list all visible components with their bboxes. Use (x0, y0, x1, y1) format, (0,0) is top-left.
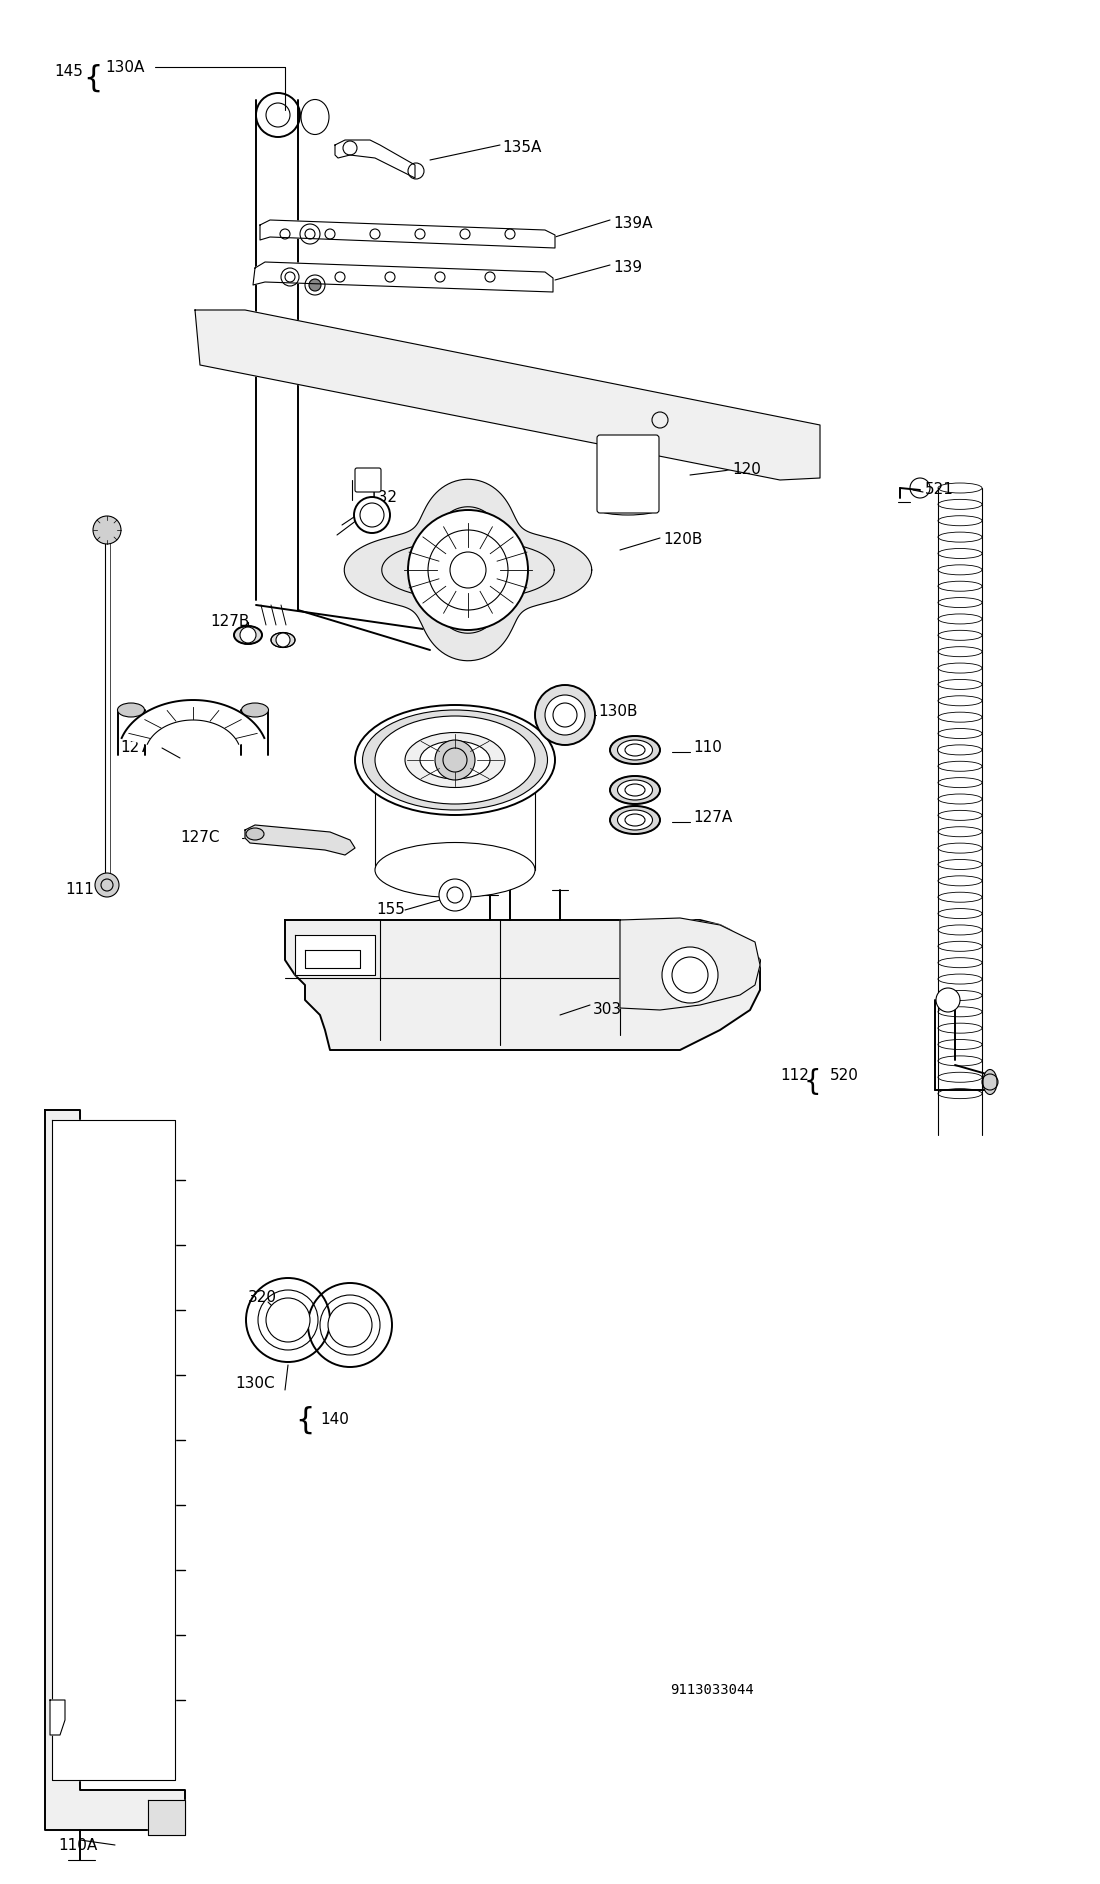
Text: 130A: 130A (104, 60, 144, 75)
Polygon shape (122, 701, 264, 744)
Ellipse shape (617, 780, 652, 801)
Text: 112: 112 (780, 1068, 808, 1083)
Text: 127A: 127A (693, 810, 733, 825)
Ellipse shape (271, 633, 295, 648)
Ellipse shape (375, 716, 535, 804)
Ellipse shape (420, 740, 490, 778)
Circle shape (309, 279, 321, 290)
Ellipse shape (355, 705, 556, 816)
Polygon shape (260, 220, 556, 249)
Circle shape (439, 880, 471, 912)
Circle shape (434, 740, 475, 780)
Ellipse shape (118, 703, 144, 718)
Text: 120B: 120B (663, 533, 703, 548)
Text: {: { (84, 64, 102, 92)
Ellipse shape (617, 810, 652, 831)
Circle shape (544, 695, 585, 735)
Text: 132: 132 (368, 490, 397, 505)
Text: 139: 139 (613, 260, 642, 275)
Polygon shape (295, 934, 375, 976)
Text: 111: 111 (65, 882, 94, 897)
Polygon shape (245, 825, 355, 855)
Polygon shape (620, 918, 760, 1010)
Text: 155: 155 (376, 902, 405, 918)
Text: 303: 303 (593, 1002, 623, 1017)
Text: 127: 127 (120, 740, 148, 755)
Circle shape (276, 633, 290, 646)
Ellipse shape (983, 1070, 997, 1095)
Ellipse shape (610, 806, 660, 835)
Text: 145: 145 (54, 64, 82, 79)
Circle shape (354, 497, 390, 533)
Polygon shape (50, 1699, 65, 1735)
Polygon shape (45, 1110, 185, 1829)
Ellipse shape (617, 740, 652, 759)
Circle shape (662, 948, 718, 1002)
Polygon shape (148, 1799, 185, 1835)
Polygon shape (336, 139, 415, 177)
Ellipse shape (375, 842, 535, 897)
Text: 130B: 130B (598, 705, 638, 720)
Text: 120: 120 (732, 462, 761, 477)
Ellipse shape (234, 625, 262, 644)
Polygon shape (253, 262, 553, 292)
Ellipse shape (363, 710, 548, 810)
Circle shape (240, 627, 256, 642)
Text: 130C: 130C (235, 1375, 275, 1390)
Text: 139A: 139A (613, 215, 652, 230)
Circle shape (408, 511, 528, 629)
Polygon shape (285, 919, 760, 1049)
Ellipse shape (610, 776, 660, 804)
Polygon shape (52, 1119, 175, 1780)
Text: {: { (803, 1068, 821, 1096)
Text: 140: 140 (320, 1413, 349, 1428)
Circle shape (328, 1304, 372, 1347)
Ellipse shape (246, 827, 264, 840)
Text: 521: 521 (925, 482, 954, 497)
Text: 110A: 110A (58, 1837, 97, 1852)
Circle shape (94, 516, 121, 544)
Text: 110: 110 (693, 740, 722, 755)
Text: {: { (295, 1405, 315, 1434)
Text: 9113033044: 9113033044 (670, 1682, 754, 1697)
Ellipse shape (610, 737, 660, 765)
Text: 135A: 135A (502, 141, 541, 156)
FancyBboxPatch shape (355, 467, 381, 492)
Polygon shape (305, 950, 360, 968)
Circle shape (936, 987, 960, 1012)
Polygon shape (195, 311, 820, 480)
FancyBboxPatch shape (597, 435, 659, 512)
Text: 127C: 127C (180, 831, 220, 846)
Text: 320: 320 (248, 1291, 277, 1306)
Ellipse shape (242, 703, 268, 718)
Text: 520: 520 (830, 1068, 859, 1083)
Circle shape (266, 1298, 310, 1341)
Polygon shape (344, 479, 592, 661)
Text: 127B: 127B (210, 614, 250, 629)
Circle shape (95, 872, 119, 897)
Circle shape (535, 686, 595, 744)
Ellipse shape (405, 733, 505, 788)
